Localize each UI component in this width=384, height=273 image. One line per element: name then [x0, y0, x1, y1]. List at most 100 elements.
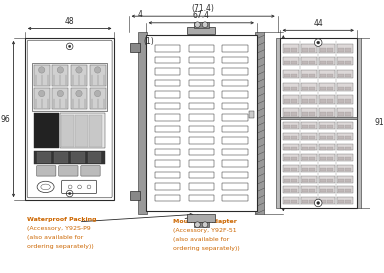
Bar: [345, 158, 351, 160]
Bar: [284, 168, 290, 171]
Bar: [284, 189, 290, 192]
Bar: [320, 147, 326, 150]
Bar: [302, 136, 308, 139]
Bar: [71, 65, 87, 85]
Bar: [194, 222, 209, 227]
Bar: [189, 126, 214, 132]
Circle shape: [195, 222, 200, 227]
Bar: [338, 99, 344, 103]
Bar: [302, 158, 308, 160]
Bar: [301, 186, 317, 193]
Bar: [337, 165, 353, 172]
Bar: [154, 45, 180, 52]
Text: (1): (1): [144, 37, 154, 46]
Text: 67.4: 67.4: [193, 11, 210, 20]
Bar: [319, 108, 335, 117]
Circle shape: [314, 39, 322, 46]
Circle shape: [57, 90, 63, 97]
Bar: [222, 183, 248, 190]
Bar: [319, 165, 335, 172]
Bar: [154, 91, 180, 98]
Bar: [154, 172, 180, 178]
Text: ordering separately)): ordering separately)): [173, 246, 240, 251]
Bar: [138, 32, 147, 214]
Bar: [337, 176, 353, 183]
Bar: [291, 158, 298, 160]
Bar: [345, 168, 351, 171]
Bar: [319, 133, 335, 140]
Bar: [309, 136, 315, 139]
Bar: [338, 168, 344, 171]
Circle shape: [68, 45, 71, 48]
Bar: [90, 88, 106, 109]
Text: (also available for: (also available for: [27, 235, 83, 240]
Bar: [60, 113, 105, 148]
Text: 44: 44: [313, 19, 323, 28]
Bar: [345, 125, 351, 128]
Text: 91: 91: [375, 118, 384, 127]
Bar: [284, 48, 290, 52]
Bar: [319, 176, 335, 183]
Bar: [187, 214, 215, 222]
Bar: [319, 83, 335, 91]
Circle shape: [57, 67, 63, 73]
Bar: [283, 154, 300, 161]
Bar: [338, 200, 344, 203]
Circle shape: [68, 192, 71, 195]
Bar: [345, 74, 351, 77]
Bar: [338, 158, 344, 160]
Bar: [249, 111, 254, 118]
Bar: [302, 61, 308, 64]
Circle shape: [76, 90, 82, 97]
Bar: [319, 197, 335, 204]
Bar: [301, 44, 317, 53]
Bar: [189, 114, 214, 121]
Bar: [327, 189, 333, 192]
Bar: [71, 152, 84, 163]
Bar: [320, 112, 326, 115]
Bar: [338, 189, 344, 192]
Bar: [284, 158, 290, 160]
Bar: [154, 68, 180, 75]
Bar: [284, 112, 290, 115]
Bar: [309, 179, 315, 182]
Bar: [345, 179, 351, 182]
Bar: [291, 112, 298, 115]
Bar: [291, 168, 298, 171]
Bar: [284, 74, 290, 77]
Bar: [345, 200, 351, 203]
Bar: [338, 87, 344, 90]
Bar: [301, 122, 317, 129]
Bar: [309, 87, 315, 90]
Text: (also available for: (also available for: [173, 237, 229, 242]
Bar: [189, 91, 214, 98]
Bar: [154, 183, 180, 190]
Circle shape: [317, 201, 319, 204]
Bar: [32, 63, 107, 111]
Bar: [345, 61, 351, 64]
Bar: [338, 179, 344, 182]
Bar: [345, 87, 351, 90]
Bar: [154, 126, 180, 132]
Bar: [338, 48, 344, 52]
Bar: [309, 158, 315, 160]
Text: 48: 48: [65, 17, 74, 26]
Bar: [337, 154, 353, 161]
Bar: [54, 152, 68, 163]
Bar: [222, 57, 248, 63]
Bar: [337, 186, 353, 193]
Bar: [338, 136, 344, 139]
Bar: [338, 112, 344, 115]
Bar: [345, 136, 351, 139]
Bar: [280, 38, 357, 208]
Bar: [222, 126, 248, 132]
Bar: [309, 147, 315, 150]
Bar: [88, 152, 101, 163]
Circle shape: [317, 41, 319, 44]
Bar: [337, 57, 353, 65]
Bar: [345, 99, 351, 103]
Bar: [337, 96, 353, 104]
Text: (71.4): (71.4): [192, 4, 215, 13]
Bar: [327, 158, 333, 160]
Bar: [345, 147, 351, 150]
